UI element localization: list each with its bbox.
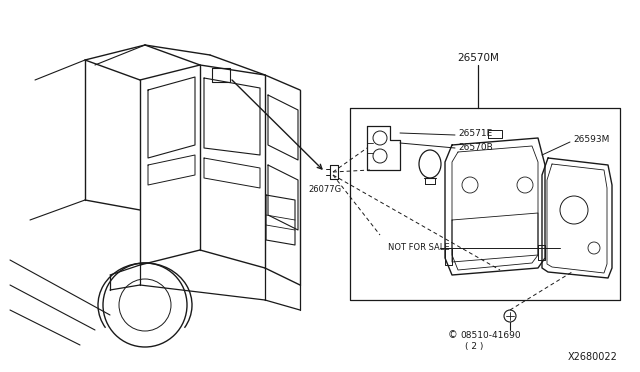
Text: NOT FOR SALE: NOT FOR SALE: [388, 244, 450, 253]
Text: 08510-41690: 08510-41690: [460, 330, 520, 340]
Text: ( 2 ): ( 2 ): [465, 343, 483, 352]
Text: 26571E: 26571E: [458, 128, 492, 138]
Text: 26570M: 26570M: [457, 53, 499, 63]
Text: 26570B: 26570B: [458, 144, 493, 153]
Text: X2680022: X2680022: [568, 352, 618, 362]
Text: ©: ©: [447, 330, 457, 340]
Text: 26077G: 26077G: [308, 185, 342, 194]
Text: 26593M: 26593M: [573, 135, 609, 144]
